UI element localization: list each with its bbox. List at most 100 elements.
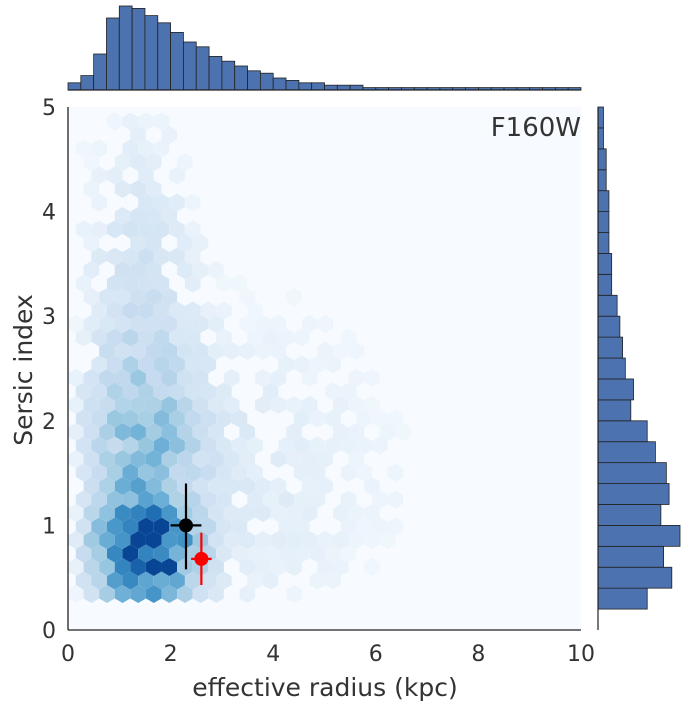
x-tick-label: 0 xyxy=(61,642,75,667)
hexbin-cell xyxy=(153,220,170,239)
hexbin-cell xyxy=(239,450,256,468)
hexbin-cell xyxy=(83,558,100,576)
hexbin-cell xyxy=(153,490,170,509)
y-tick-label: 3 xyxy=(42,305,56,330)
hexbin-cell xyxy=(333,342,349,360)
hexbin-cell xyxy=(255,369,271,387)
hexbin-cell xyxy=(138,436,154,455)
hexbin-cell xyxy=(99,558,115,576)
hexbin-cell xyxy=(325,409,341,428)
hexbin-cell xyxy=(208,531,224,549)
hexbin-cell xyxy=(169,301,185,320)
hexbin-cell xyxy=(91,247,107,266)
hexbin-cell xyxy=(184,490,201,509)
hexbin-cell xyxy=(83,477,100,495)
hexbin-cell xyxy=(91,463,107,482)
hexbin-cell xyxy=(223,369,240,387)
hexbin-cell xyxy=(231,463,248,482)
hexbin-cell xyxy=(192,396,209,414)
hexbin-cell xyxy=(333,396,349,414)
hexbin-cell xyxy=(106,301,123,320)
hexbin-cell xyxy=(130,207,146,225)
hexbin-cell xyxy=(145,450,162,468)
hexbin-cell xyxy=(364,558,380,576)
y-hist-bar xyxy=(597,545,664,568)
hexbin-cell xyxy=(208,342,224,360)
hexbin-cell xyxy=(169,166,185,185)
hexbin-cell xyxy=(91,355,107,374)
hexbin-cell xyxy=(247,436,263,455)
hexbin-cell xyxy=(309,409,326,428)
hexbin-cell xyxy=(130,531,146,549)
hexbin-cell xyxy=(286,450,302,468)
hexbin-cell xyxy=(239,423,256,441)
hexbin-cell xyxy=(325,571,341,590)
hexbin-cell xyxy=(122,490,139,509)
hexbin-cell xyxy=(138,409,154,428)
hexbin-cell xyxy=(301,477,318,495)
y-hist-bar xyxy=(597,587,648,610)
y-hist-bar xyxy=(597,211,610,233)
y-hist-bar xyxy=(597,504,662,526)
hexbin-cell xyxy=(161,342,178,360)
x-hist-bar xyxy=(336,84,351,91)
hexbin-cell xyxy=(340,517,357,536)
hexbin-cell xyxy=(239,558,256,576)
hexbin-cell xyxy=(294,436,310,455)
hexbin-cell xyxy=(208,450,224,468)
hexbin-cell xyxy=(177,261,193,279)
hexbin-cell xyxy=(208,396,224,414)
hexbin-cell xyxy=(75,571,92,590)
hexbin-cell xyxy=(379,423,396,441)
hexbin-cell xyxy=(333,558,349,576)
hexbin-cell xyxy=(340,382,357,401)
y-hist-bar xyxy=(597,378,634,401)
hexbin-cell xyxy=(208,558,224,576)
hexbin-cell xyxy=(153,328,170,347)
hexbin-cell xyxy=(270,396,287,414)
hexbin-cell xyxy=(286,558,302,576)
x-hist-bar xyxy=(298,82,313,91)
hexbin-cell xyxy=(216,490,232,509)
hexbin-cell xyxy=(68,585,84,603)
hexbin-cell xyxy=(239,585,256,603)
hexbin-cell xyxy=(75,382,92,401)
hexbin-cell xyxy=(200,490,217,509)
hexbin-cell xyxy=(317,342,333,360)
hexbin-cell xyxy=(216,409,232,428)
hexbin-cell xyxy=(130,423,146,441)
hexbin-cell xyxy=(231,544,248,563)
hexbin-cell xyxy=(200,436,217,455)
hexbin-cell xyxy=(138,355,154,374)
hexbin-cell xyxy=(138,544,154,563)
hexbin-cell xyxy=(184,193,201,212)
hexbin-cell xyxy=(106,517,123,536)
x-hist-bar xyxy=(93,53,107,91)
hexbin-cell xyxy=(68,423,84,441)
hexbin-cell xyxy=(387,517,404,536)
hexbin-cell xyxy=(200,382,217,401)
hexbin-cell xyxy=(91,166,107,185)
x-marginal-histogram xyxy=(67,5,582,91)
hexbin-cell xyxy=(138,247,154,266)
y-tick-label: 1 xyxy=(42,514,56,539)
y-hist-bar xyxy=(597,106,604,129)
hexbin-cell xyxy=(153,193,170,212)
hexbin-cell xyxy=(114,423,131,441)
y-hist-bar xyxy=(597,169,607,192)
hexbin-cell xyxy=(75,517,92,536)
hexbin-cell xyxy=(122,436,139,455)
hexbin-cell xyxy=(130,558,146,576)
hexbin-cell xyxy=(169,382,185,401)
x-hist-bar xyxy=(349,84,364,91)
hexbin-cell xyxy=(364,477,380,495)
hexbin-cell xyxy=(294,328,310,347)
y-tick-label: 5 xyxy=(42,96,56,121)
hexbin-cell xyxy=(138,301,154,320)
hexbin-cell xyxy=(106,112,123,131)
y-hist-bar xyxy=(597,253,613,275)
hexbin-cell xyxy=(153,112,170,131)
hexbin-cell xyxy=(309,463,326,482)
hexbin-cell xyxy=(200,517,217,536)
hexbin-cell xyxy=(99,585,115,603)
